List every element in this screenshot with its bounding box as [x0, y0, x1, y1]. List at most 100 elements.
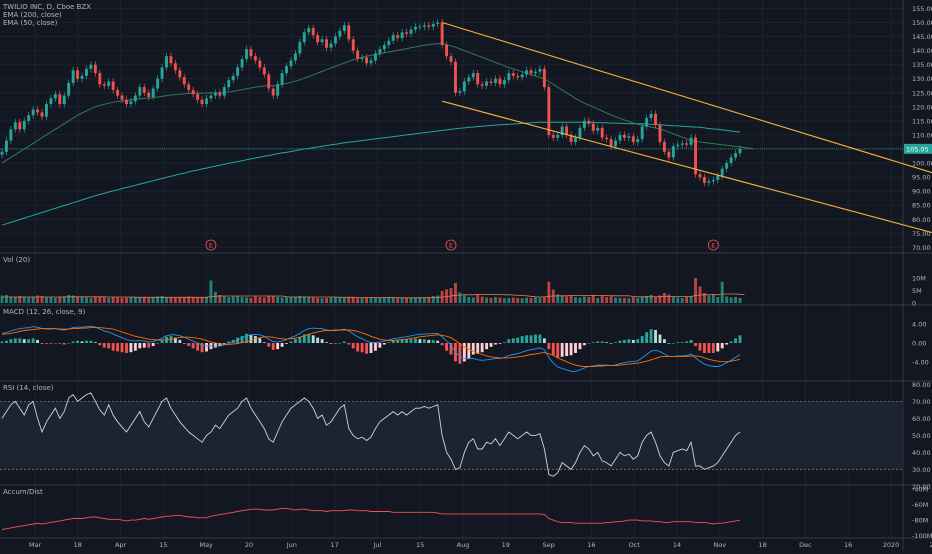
- candle-body: [178, 70, 182, 78]
- macd-histogram-bar: [436, 340, 440, 343]
- volume-bar: [133, 296, 137, 303]
- macd-histogram-bar: [574, 343, 577, 353]
- x-axis-label: Jun: [286, 541, 297, 549]
- macd-histogram-bar: [427, 339, 431, 343]
- candle-body: [89, 64, 93, 69]
- macd-histogram-bar: [280, 343, 284, 347]
- x-axis-label: 20: [245, 541, 253, 549]
- candle-body: [400, 32, 404, 38]
- macd-histogram-bar: [529, 335, 533, 343]
- macd-histogram-bar: [671, 343, 675, 344]
- macd-histogram-bar: [725, 343, 729, 345]
- macd-histogram-bar: [511, 338, 515, 343]
- macd-histogram-bar: [445, 343, 449, 351]
- macd-histogram-bar: [58, 343, 62, 344]
- candle-body: [720, 168, 724, 176]
- volume-bar: [98, 296, 102, 303]
- volume-bar: [222, 296, 226, 303]
- macd-histogram-bar: [676, 342, 680, 343]
- macd-histogram-bar: [231, 339, 235, 343]
- volume-bar: [45, 297, 48, 303]
- candle-body: [173, 63, 177, 71]
- candle-body: [85, 68, 88, 76]
- volume-bar: [89, 298, 93, 303]
- volume-bar: [351, 297, 355, 303]
- volume-bar: [725, 296, 729, 303]
- candle-body: [351, 39, 355, 51]
- macd-histogram-bar: [551, 343, 555, 356]
- macd-histogram-bar: [173, 337, 177, 343]
- macd-histogram-bar: [320, 339, 324, 343]
- macd-histogram-bar: [645, 332, 649, 343]
- volume-bar: [431, 296, 435, 303]
- volume-bar: [18, 296, 22, 303]
- candle-body: [227, 80, 231, 88]
- volume-bar: [547, 281, 551, 303]
- candle-body: [378, 49, 382, 54]
- volume-bar: [582, 296, 586, 303]
- price-axis-label: 90.00: [912, 188, 931, 196]
- candle-body: [187, 84, 191, 90]
- volume-bar: [258, 297, 262, 303]
- candle-body: [196, 94, 200, 100]
- volume-bar: [462, 295, 466, 303]
- candle-body: [605, 137, 609, 140]
- macd-histogram-bar: [689, 339, 693, 343]
- macd-histogram-bar: [405, 339, 409, 343]
- volume-bar: [85, 297, 88, 303]
- candle-body: [49, 98, 53, 105]
- macd-axis-label: 0.00: [912, 340, 926, 348]
- macd-histogram-bar: [293, 339, 297, 343]
- candle-body: [240, 59, 244, 68]
- rsi-axis-label: 70.00: [912, 398, 931, 406]
- volume-bar: [182, 297, 186, 303]
- candle-body: [542, 68, 546, 88]
- candle-body: [160, 67, 164, 79]
- candle-body: [547, 87, 551, 135]
- volume-bar: [396, 298, 400, 303]
- volume-bar: [142, 297, 146, 303]
- candle-body: [711, 179, 715, 182]
- candle-body: [578, 127, 582, 138]
- macd-histogram-bar: [160, 339, 164, 343]
- candle-body: [71, 70, 75, 83]
- macd-histogram-bar: [582, 343, 586, 346]
- candle-body: [440, 22, 444, 45]
- x-axis-label: 18: [758, 541, 766, 549]
- macd-histogram-bar: [734, 338, 737, 343]
- macd-histogram-bar: [227, 341, 231, 343]
- volume-bar: [587, 297, 591, 303]
- candle-body: [640, 126, 644, 140]
- volume-bar: [53, 298, 57, 303]
- volume-bar: [209, 280, 213, 303]
- volume-bar: [36, 295, 40, 303]
- candle-body: [698, 174, 702, 178]
- candle-body: [609, 139, 613, 147]
- volume-bar: [13, 297, 17, 303]
- macd-histogram-bar: [76, 340, 80, 343]
- volume-bar: [525, 297, 529, 303]
- macd-histogram-bar: [569, 343, 573, 356]
- macd-histogram-bar: [738, 335, 742, 343]
- macd-histogram-bar: [98, 343, 102, 346]
- volume-bar: [591, 296, 595, 303]
- volume-bar: [471, 297, 475, 303]
- macd-histogram-bar: [702, 343, 706, 353]
- volume-bar: [298, 296, 302, 303]
- last-price-label-bg: [904, 143, 932, 154]
- candle-body: [329, 43, 333, 48]
- channel-trendline: [441, 21, 932, 174]
- macd-histogram-bar: [93, 342, 97, 343]
- last-price-label: 105.05: [906, 145, 929, 153]
- candle-body: [31, 109, 35, 116]
- macd-histogram-bar: [71, 341, 75, 343]
- candle-body: [591, 123, 595, 131]
- macd-histogram-bar: [351, 343, 355, 349]
- macd-histogram-bar: [396, 339, 400, 343]
- candle-body: [525, 70, 529, 75]
- volume-bar: [538, 297, 542, 303]
- candle-body: [138, 87, 142, 96]
- volume-bar: [614, 297, 617, 303]
